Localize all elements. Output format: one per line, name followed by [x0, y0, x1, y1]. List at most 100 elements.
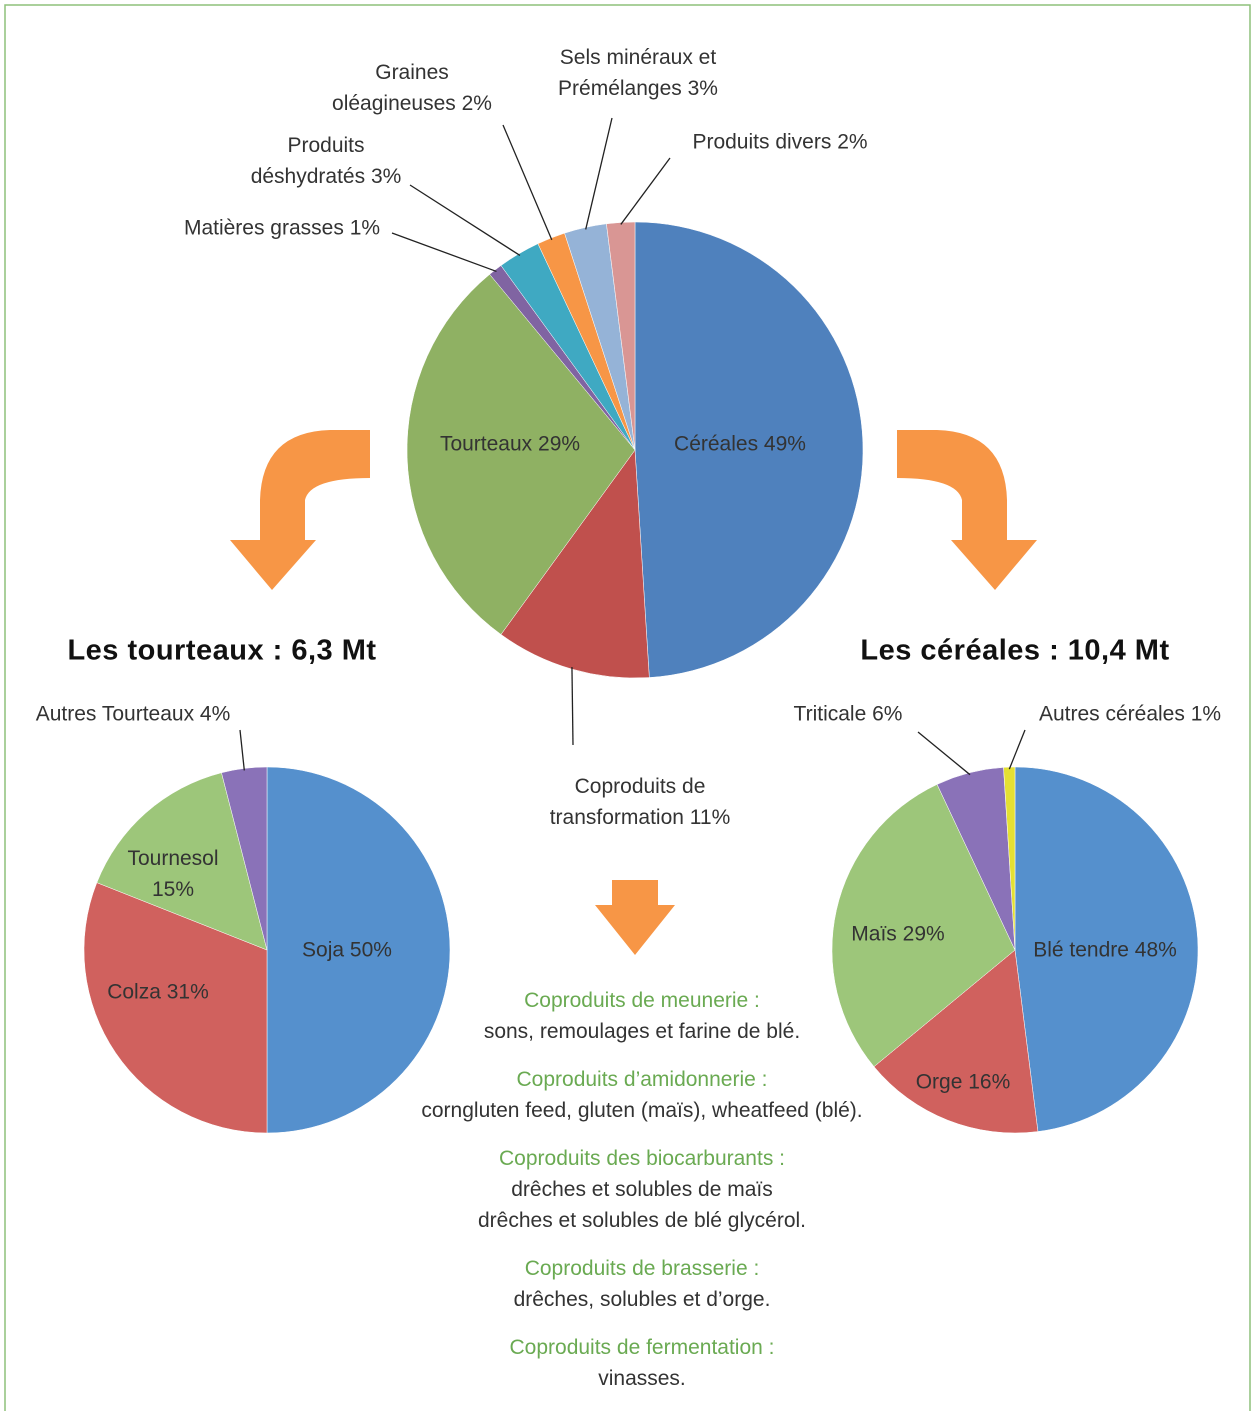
- coproduct-title-text: Coproduits des biocarburants :: [499, 1147, 785, 1170]
- slice-label: Soja 50%: [277, 935, 417, 966]
- chart-title: Les tourteaux : 6,3 Mt: [67, 634, 377, 667]
- coproduct-title-text: Coproduits de brasserie :: [524, 1257, 760, 1280]
- arrow-right: [897, 430, 1037, 590]
- leader-line: [391, 232, 497, 273]
- slice-value: 11%: [689, 806, 731, 829]
- coproduct-line: sons, remoulages et farine de blé.: [342, 1016, 942, 1047]
- slice-name: Autres Tourteaux: [35, 702, 195, 726]
- slice-value: 6%: [872, 702, 903, 726]
- slice-value: 2%: [461, 92, 492, 115]
- slice-value: 1%: [1190, 702, 1222, 726]
- slice-name: Matières grasses: [183, 216, 344, 240]
- slice-value: 1%: [349, 216, 381, 240]
- slice-label: Matières grasses 1%: [162, 213, 402, 244]
- slice-value: 3%: [687, 77, 718, 100]
- slice-name: Céréales: [674, 432, 759, 456]
- coproduct-block: Coproduits de meunerie : sons, remoulages…: [342, 985, 942, 1047]
- slice-name: Maïs: [851, 922, 897, 946]
- slice-label: Maïs 29%: [828, 919, 968, 950]
- coproduct-block: Coproduits de brasserie : drêches, solubl…: [342, 1253, 942, 1315]
- leader-line: [502, 124, 553, 241]
- coproduct-block: Coproduits de fermentation : vinasses.: [342, 1332, 942, 1394]
- slice-name: Orge: [915, 1070, 963, 1094]
- coproduct-text: vinasses.: [598, 1367, 686, 1390]
- coproduct-title: Coproduits d’amidonnerie :: [342, 1064, 942, 1095]
- slice-label: Coproduits de transformation 11%: [545, 771, 735, 833]
- coproduct-title: Coproduits de brasserie :: [342, 1253, 942, 1284]
- slice-label: Céréales 49%: [640, 429, 840, 460]
- chart-title: Les céréales : 10,4 Mt: [860, 634, 1170, 667]
- pie-slice: [96, 772, 268, 951]
- pie-slice: [1003, 766, 1016, 951]
- coproduct-title-text: Coproduits de fermentation :: [509, 1336, 775, 1359]
- coproduct-text: corngluten feed, gluten (maïs), wheatfee…: [421, 1099, 863, 1122]
- slice-label: Autres Tourteaux 4%: [3, 699, 263, 730]
- coproduct-line: drêches et solubles de maïs: [342, 1174, 942, 1205]
- leader-line: [239, 729, 245, 771]
- coproduct-text: drêches et solubles de blé glycérol.: [477, 1209, 807, 1232]
- pie-slice: [266, 766, 451, 1134]
- slice-name: Coproduits de transformation: [549, 775, 706, 829]
- coproduct-line: corngluten feed, gluten (maïs), wheatfee…: [342, 1095, 942, 1126]
- slice-label: Graines oléagineuses 2%: [317, 57, 507, 119]
- leader-line: [917, 731, 971, 776]
- slice-name: Soja: [302, 938, 345, 962]
- coproduct-line: drêches et solubles de blé glycérol.: [342, 1205, 942, 1236]
- pie-slice: [634, 221, 864, 678]
- slice-name: Blé tendre: [1033, 938, 1129, 962]
- pie-slice: [83, 882, 268, 1134]
- slice-label: Tournesol 15%: [118, 843, 228, 905]
- slice-name: Produits divers: [692, 130, 832, 154]
- leader-line: [409, 184, 521, 257]
- slice-label: Blé tendre 48%: [1005, 935, 1205, 966]
- pie-slice: [873, 949, 1039, 1134]
- slice-name: Triticale: [793, 702, 867, 726]
- slice-label: Sels minéraux et Prémélanges 3%: [558, 42, 718, 104]
- coproduct-line: drêches, solubles et d’orge.: [342, 1284, 942, 1315]
- slice-label: Produits déshydratés 3%: [231, 130, 421, 192]
- slice-name: Produits déshydratés: [250, 134, 366, 188]
- slice-value: 48%: [1134, 938, 1177, 962]
- slice-value: 49%: [763, 432, 806, 456]
- leader-line: [585, 117, 613, 230]
- slice-value: 4%: [199, 702, 231, 726]
- slice-name: Autres céréales: [1038, 702, 1185, 726]
- slice-label: Produits divers 2%: [670, 127, 890, 158]
- pie-slice: [406, 273, 636, 635]
- coproduct-line: vinasses.: [342, 1363, 942, 1394]
- slice-value: 31%: [166, 980, 209, 1004]
- pie-slice: [1014, 766, 1199, 1132]
- coproducts: Coproduits de meunerie : sons, remoulages…: [342, 985, 942, 1411]
- coproduct-block: Coproduits des biocarburants : drêches et…: [342, 1143, 942, 1236]
- slice-value: 15%: [151, 878, 195, 901]
- coproduct-text: drêches, solubles et d’orge.: [513, 1288, 771, 1311]
- slice-value: 29%: [538, 432, 581, 456]
- coproduct-title-text: Coproduits d’amidonnerie :: [516, 1068, 768, 1091]
- slice-value: 50%: [349, 938, 392, 962]
- pie-slice: [606, 221, 636, 451]
- slice-name: Tournesol: [127, 847, 219, 870]
- slice-value: 29%: [902, 922, 945, 946]
- leader-line: [620, 157, 671, 225]
- frame: [4, 4, 1251, 1411]
- slice-value: 2%: [837, 130, 868, 154]
- coproduct-text: drêches et solubles de maïs: [511, 1178, 773, 1201]
- slice-name: Tourteaux: [439, 432, 533, 456]
- coproduct-title-text: Coproduits de meunerie :: [524, 989, 760, 1012]
- arrow-left: [230, 430, 370, 590]
- pie-slice: [831, 784, 1016, 1068]
- coproduct-block: Coproduits d’amidonnerie : corngluten fee…: [342, 1064, 942, 1126]
- coproduct-title: Coproduits de meunerie :: [342, 985, 942, 1016]
- slice-label: Autres céréales 1%: [1020, 699, 1240, 730]
- slice-value: 16%: [968, 1070, 1011, 1094]
- leader-line: [571, 667, 574, 746]
- leader-line: [1008, 729, 1026, 770]
- slice-label: Colza 31%: [88, 977, 228, 1008]
- arrow-down: [595, 880, 675, 955]
- coproduct-text: sons, remoulages et farine de blé.: [483, 1020, 801, 1043]
- slice-value: 3%: [370, 165, 402, 188]
- slice-name: Sels minéraux et Prémélanges: [558, 46, 717, 100]
- coproduct-title: Coproduits des biocarburants :: [342, 1143, 942, 1174]
